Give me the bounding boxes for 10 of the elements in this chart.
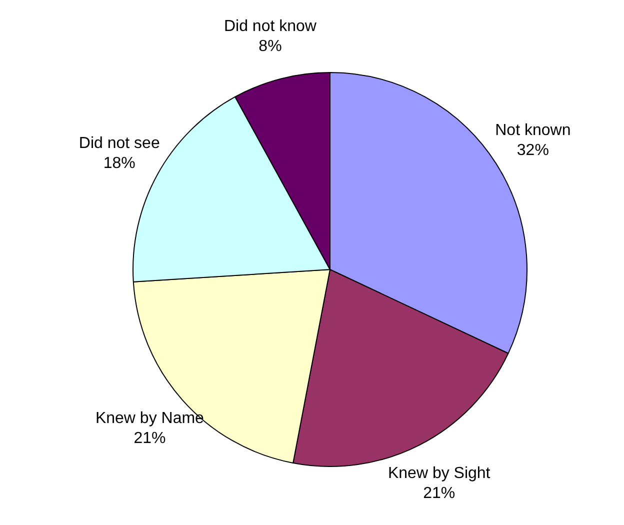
data-label: 18% — [103, 155, 136, 172]
data-label: 21% — [134, 430, 166, 447]
data-label: 21% — [423, 485, 456, 502]
slice-label: Did not know — [224, 18, 317, 36]
slice-label: Did not see — [78, 135, 160, 152]
slice-label: Not known — [495, 122, 571, 140]
data-label: 32% — [516, 142, 549, 160]
slice-label: Knew by Sight — [388, 465, 491, 482]
data-label: 8% — [258, 38, 282, 56]
slice-label: Knew by Name — [95, 410, 204, 427]
